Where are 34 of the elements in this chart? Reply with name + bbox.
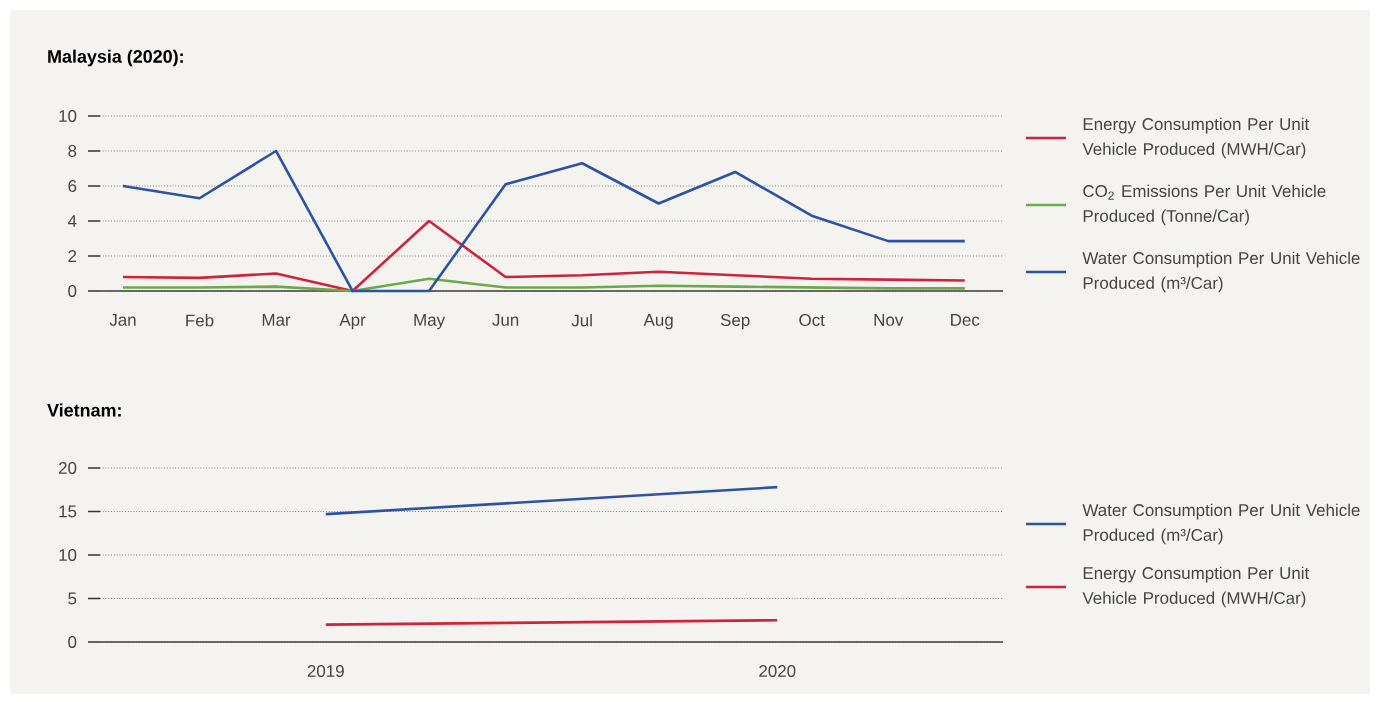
legend-label: Energy Consumption Per Unit Vehicle Produced (MWH/Car) xyxy=(1082,566,1310,608)
x-tick-label: Aug xyxy=(643,314,673,330)
x-tick-label: Oct xyxy=(799,314,825,327)
y-tick-label: 0 xyxy=(68,636,77,648)
y-tick-label: 5 xyxy=(68,592,77,605)
y-tick-label: 4 xyxy=(67,215,77,227)
x-tick-label: May xyxy=(414,314,446,330)
y-tick-label: 20 xyxy=(58,462,77,474)
x-tick-label: Mar xyxy=(262,314,291,326)
legend-label: CO$_{2}$ Emissions Per Unit Vehicle Produced (Tonne/Car) xyxy=(1083,184,1326,226)
x-tick-label: Jul xyxy=(571,314,592,327)
x-tick-label: 2020 xyxy=(759,665,796,678)
x-tick-label: Jan xyxy=(109,314,136,326)
y-tick-label: 8 xyxy=(68,145,77,157)
y-tick-label: 10 xyxy=(59,110,77,122)
x-tick-label: Sep xyxy=(720,314,750,330)
chart-title: Vietnam: xyxy=(47,403,121,417)
x-tick-label: Jun xyxy=(492,314,519,326)
line-series xyxy=(121,149,967,293)
y-tick-label: 15 xyxy=(59,505,77,518)
line-series xyxy=(121,219,967,293)
x-tick-label: Apr xyxy=(339,314,366,330)
x-tick-label: 2019 xyxy=(307,665,344,678)
y-tick-label: 2 xyxy=(68,250,77,262)
legend-label: Water Consumption Per Unit Vehicle Produced (m³/Car) xyxy=(1082,503,1360,545)
y-tick-label: 6 xyxy=(68,180,77,192)
x-tick-label: Feb xyxy=(186,314,214,327)
legend-label: Water Consumption Per Unit Vehicle Produced (m³/Car) xyxy=(1082,251,1360,293)
x-tick-label: Nov xyxy=(874,314,904,326)
y-tick-label: 0 xyxy=(68,285,77,297)
y-tick-label: 10 xyxy=(59,549,77,561)
x-tick-label: Dec xyxy=(951,314,980,326)
legend-label: Energy Consumption Per Unit Vehicle Produced (MWH/Car) xyxy=(1082,117,1310,159)
chart-title: Malaysia (2020): xyxy=(48,49,183,67)
